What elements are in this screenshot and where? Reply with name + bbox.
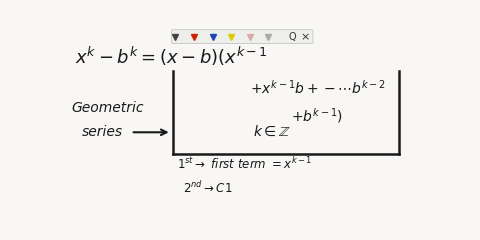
- Text: $1^{st} \rightarrow$ first term $= x^{k-1}$: $1^{st} \rightarrow$ first term $= x^{k-…: [177, 156, 312, 172]
- Text: Geometric: Geometric: [71, 101, 144, 115]
- Text: $k \in \mathbb{Z}$: $k \in \mathbb{Z}$: [253, 125, 291, 139]
- FancyBboxPatch shape: [172, 30, 313, 44]
- Text: $2^{nd} \rightarrow C1$: $2^{nd} \rightarrow C1$: [183, 180, 232, 196]
- Text: $x^k - b^k = (x-b)(x^{k-1}$: $x^k - b^k = (x-b)(x^{k-1}$: [75, 45, 268, 68]
- Text: $+x^{k-1}b + - \cdots b^{k-2}$: $+x^{k-1}b + - \cdots b^{k-2}$: [250, 79, 386, 97]
- Text: ×: ×: [301, 32, 310, 42]
- Text: series: series: [83, 125, 123, 139]
- Text: $+ b^{k-1})$: $+ b^{k-1})$: [290, 106, 342, 125]
- Text: Q: Q: [288, 32, 296, 42]
